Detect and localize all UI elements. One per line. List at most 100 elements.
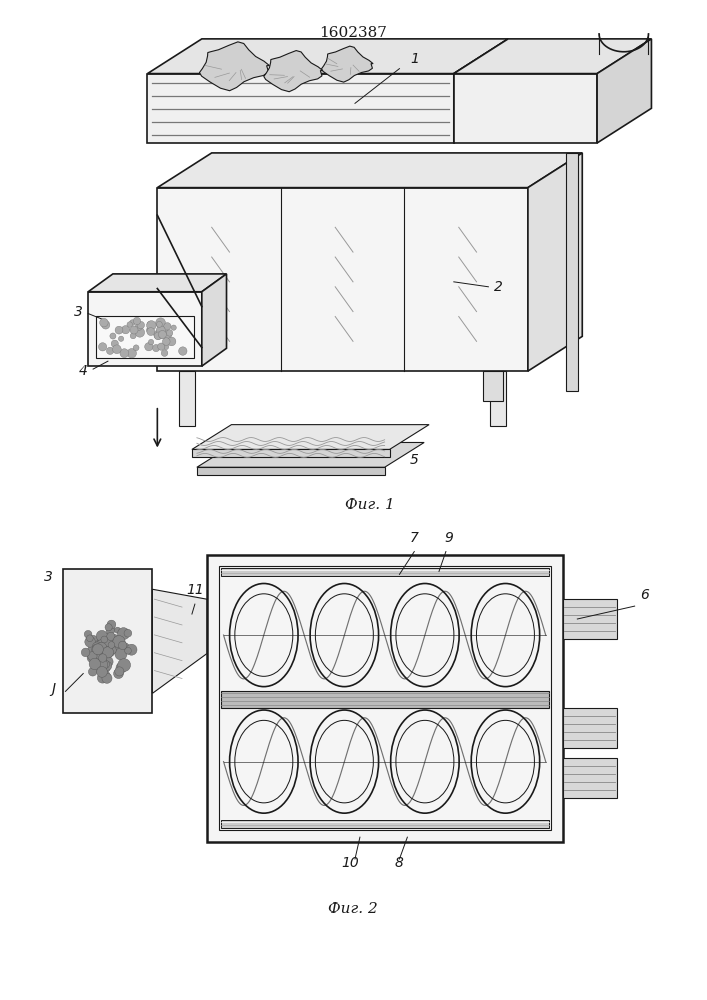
Circle shape	[156, 318, 165, 328]
Text: Фиг. 2: Фиг. 2	[328, 902, 378, 916]
Polygon shape	[454, 39, 508, 143]
Polygon shape	[148, 74, 454, 143]
Circle shape	[105, 649, 112, 656]
Circle shape	[92, 644, 103, 655]
Text: 1602387: 1602387	[319, 26, 387, 40]
Circle shape	[119, 640, 125, 647]
Circle shape	[115, 326, 123, 334]
Circle shape	[93, 644, 103, 655]
Polygon shape	[96, 316, 194, 358]
Circle shape	[114, 669, 124, 679]
Polygon shape	[566, 153, 578, 391]
Circle shape	[153, 330, 163, 339]
Circle shape	[81, 648, 90, 657]
Circle shape	[100, 661, 109, 670]
Circle shape	[163, 338, 170, 345]
Text: 3: 3	[74, 305, 83, 319]
Circle shape	[87, 653, 97, 663]
Circle shape	[137, 321, 144, 329]
Polygon shape	[197, 442, 424, 467]
Circle shape	[102, 656, 113, 667]
Circle shape	[88, 652, 97, 661]
Circle shape	[127, 349, 136, 358]
Circle shape	[102, 664, 110, 672]
Circle shape	[96, 639, 108, 652]
Polygon shape	[484, 371, 503, 401]
Circle shape	[148, 339, 153, 345]
Circle shape	[158, 330, 166, 339]
Polygon shape	[197, 467, 385, 475]
Circle shape	[129, 320, 135, 325]
Circle shape	[95, 647, 107, 659]
Circle shape	[164, 323, 171, 330]
Circle shape	[89, 658, 100, 670]
Circle shape	[97, 651, 107, 662]
Circle shape	[110, 333, 116, 339]
Circle shape	[127, 322, 132, 327]
Circle shape	[156, 321, 163, 327]
Circle shape	[107, 644, 113, 651]
Circle shape	[115, 667, 124, 676]
Circle shape	[98, 654, 107, 662]
Circle shape	[97, 666, 107, 677]
Circle shape	[119, 643, 129, 653]
Circle shape	[115, 627, 120, 633]
Circle shape	[130, 326, 138, 334]
Polygon shape	[158, 188, 528, 371]
Circle shape	[146, 321, 156, 330]
Polygon shape	[563, 599, 617, 639]
Circle shape	[84, 630, 92, 638]
Circle shape	[105, 624, 112, 631]
Circle shape	[95, 659, 107, 671]
Polygon shape	[264, 51, 323, 92]
Circle shape	[120, 349, 129, 358]
Circle shape	[101, 660, 110, 668]
Text: 8: 8	[395, 856, 404, 870]
Circle shape	[112, 639, 120, 646]
Polygon shape	[563, 708, 617, 748]
Circle shape	[94, 640, 105, 651]
Polygon shape	[148, 39, 508, 74]
Circle shape	[101, 636, 107, 643]
Circle shape	[102, 321, 110, 329]
Circle shape	[130, 333, 136, 339]
Circle shape	[135, 328, 145, 337]
Polygon shape	[199, 42, 269, 91]
Polygon shape	[221, 694, 549, 702]
Circle shape	[126, 644, 137, 655]
Circle shape	[92, 642, 103, 653]
Circle shape	[124, 647, 132, 654]
Circle shape	[109, 634, 119, 645]
Circle shape	[179, 347, 187, 355]
Circle shape	[154, 332, 162, 340]
Circle shape	[107, 632, 115, 641]
Circle shape	[163, 344, 169, 350]
Circle shape	[147, 322, 153, 327]
Circle shape	[98, 673, 107, 683]
Polygon shape	[192, 425, 429, 449]
Circle shape	[117, 628, 129, 640]
Polygon shape	[322, 46, 373, 82]
Polygon shape	[153, 589, 206, 693]
Text: 11: 11	[186, 583, 204, 597]
Circle shape	[101, 671, 110, 681]
Circle shape	[119, 641, 127, 650]
Circle shape	[103, 648, 112, 658]
Circle shape	[104, 647, 113, 656]
Circle shape	[107, 347, 114, 354]
Circle shape	[118, 659, 131, 671]
Circle shape	[109, 646, 117, 654]
Polygon shape	[528, 153, 583, 371]
Circle shape	[88, 667, 97, 676]
Polygon shape	[221, 691, 549, 708]
Text: 4: 4	[78, 364, 88, 378]
Text: 7: 7	[410, 531, 419, 545]
Text: 10: 10	[341, 856, 359, 870]
Polygon shape	[88, 292, 201, 366]
Circle shape	[147, 328, 155, 336]
Circle shape	[163, 330, 172, 339]
Circle shape	[156, 326, 165, 335]
Text: J: J	[52, 682, 56, 696]
Circle shape	[113, 636, 125, 648]
Text: Фиг. 1: Фиг. 1	[345, 498, 395, 512]
